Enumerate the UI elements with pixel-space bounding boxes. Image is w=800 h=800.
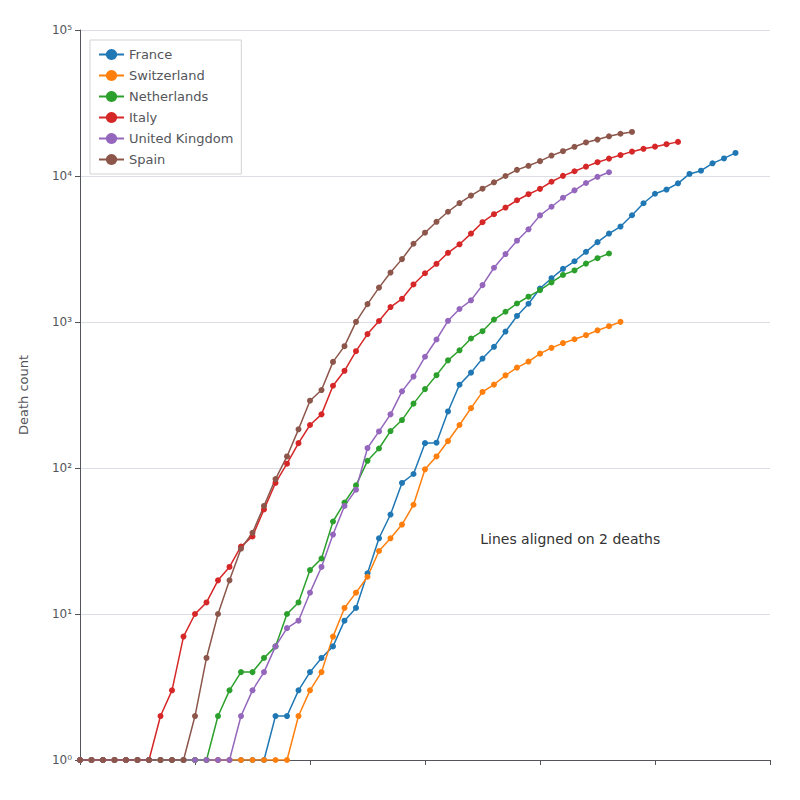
svg-text:Italy: Italy [129,110,158,125]
svg-text:10¹: 10¹ [52,607,72,621]
svg-text:Netherlands: Netherlands [129,89,208,104]
svg-text:Switzerland: Switzerland [129,68,205,83]
svg-text:Lines aligned on 2 deaths: Lines aligned on 2 deaths [480,531,660,547]
svg-text:United Kingdom: United Kingdom [129,131,233,146]
svg-text:10⁵: 10⁵ [52,23,72,37]
svg-text:France: France [129,47,172,62]
svg-text:10³: 10³ [52,315,72,329]
svg-text:10⁴: 10⁴ [52,169,72,183]
svg-text:Death count: Death count [16,355,31,435]
svg-text:Spain: Spain [129,152,165,167]
svg-text:10⁰: 10⁰ [52,753,72,767]
svg-text:10²: 10² [52,461,72,475]
